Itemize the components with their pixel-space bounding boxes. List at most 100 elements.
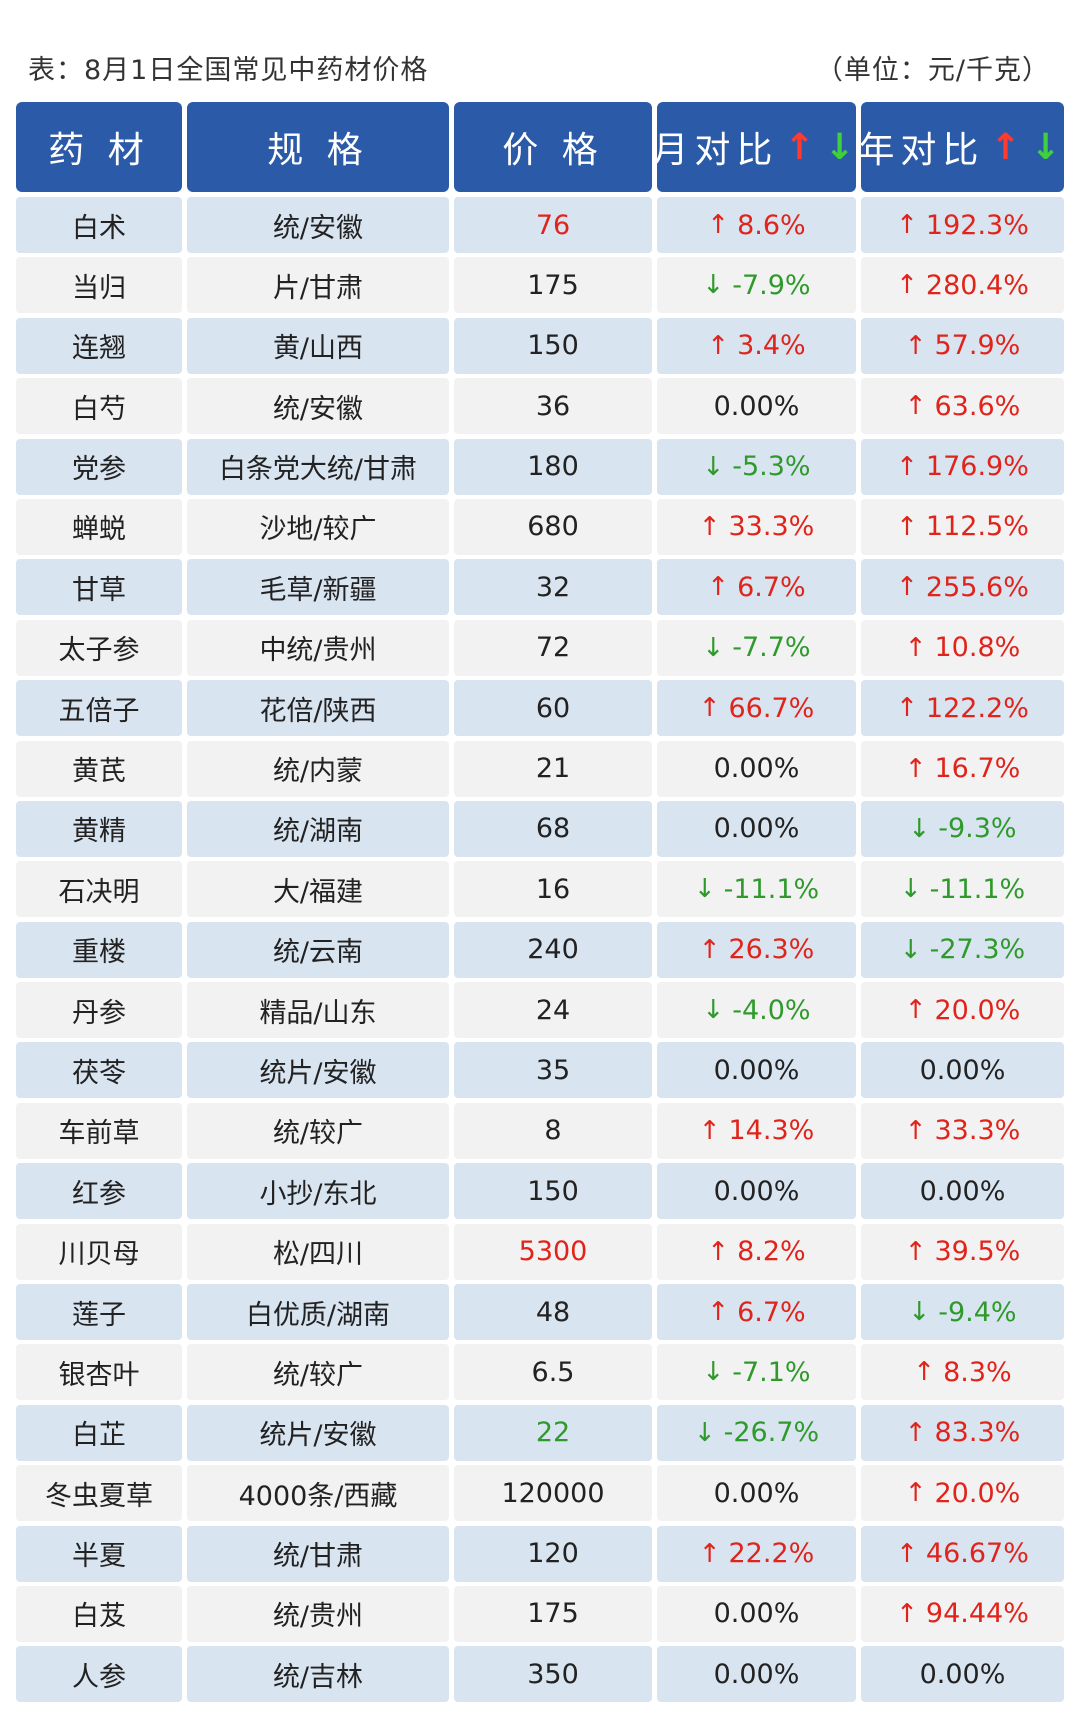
- mom-cell-value: ↑ 8.6%: [707, 210, 805, 241]
- mom-cell-value: ↓ -26.7%: [694, 1417, 819, 1448]
- percent-text: 8.6%: [737, 209, 806, 241]
- price-cell: 175: [454, 1585, 652, 1642]
- spec-cell: 小抄/东北: [187, 1163, 449, 1220]
- yoy-cell-value: ↑ 33.3%: [905, 1115, 1021, 1146]
- herb-name-cell: 半夏: [16, 1525, 182, 1582]
- table-row: 车前草 统/较广 8 ↑ 14.3% ↑ 33.3%: [16, 1102, 1064, 1159]
- yoy-cell-value: ↑ 83.3%: [905, 1417, 1021, 1448]
- yoy-cell-value: ↓ -11.1%: [900, 874, 1025, 905]
- mom-cell: 0.00%: [657, 1163, 856, 1220]
- yoy-cell: ↑ 10.8%: [861, 619, 1064, 676]
- down-arrow-icon: ↓: [702, 1357, 725, 1388]
- percent-text: 122.2%: [925, 692, 1029, 724]
- yoy-cell: ↑ 176.9%: [861, 438, 1064, 495]
- yoy-cell: ↓ -11.1%: [861, 861, 1064, 918]
- mom-cell: ↓ -7.9%: [657, 257, 856, 314]
- mom-cell-value: ↑ 8.2%: [707, 1236, 805, 1267]
- herb-name-cell: 银杏叶: [16, 1344, 182, 1401]
- table-row: 党参 白条党大统/甘肃 180 ↓ -5.3% ↑ 176.9%: [16, 438, 1064, 495]
- mom-cell: 0.00%: [657, 1465, 856, 1522]
- spec-cell: 统/内蒙: [187, 740, 449, 797]
- percent-text: 0.00%: [919, 1658, 1006, 1690]
- mom-cell: ↑ 6.7%: [657, 559, 856, 616]
- herb-name-cell: 五倍子: [16, 680, 182, 737]
- header-herb: 药 材: [16, 102, 182, 192]
- table-row: 甘草 毛草/新疆 32 ↑ 6.7% ↑ 255.6%: [16, 559, 1064, 616]
- percent-text: 8.2%: [737, 1236, 806, 1268]
- mom-cell: ↑ 14.3%: [657, 1102, 856, 1159]
- mom-cell-value: ↓ -5.3%: [702, 451, 810, 482]
- up-arrow-icon: ↑: [896, 511, 918, 542]
- yoy-cell-value: ↓ -9.3%: [908, 813, 1016, 844]
- table-row: 连翘 黄/山西 150 ↑ 3.4% ↑ 57.9%: [16, 317, 1064, 374]
- price-table: 药 材 规 格 价 格 月对比 ↑ ↓ 年对比 ↑ ↓ 白术 统/安徽 76 ↑ 8.6…: [16, 102, 1064, 1707]
- price-cell: 35: [454, 1042, 652, 1099]
- table-row: 重楼 统/云南 240 ↑ 26.3% ↓ -27.3%: [16, 921, 1064, 978]
- price-cell: 76: [454, 197, 652, 253]
- table-row: 白芨 统/贵州 175 0.00% ↑ 94.44%: [16, 1585, 1064, 1642]
- header-mom: 月对比 ↑ ↓: [652, 102, 856, 192]
- herb-name-cell: 冬虫夏草: [16, 1465, 182, 1522]
- table-row: 红参 小抄/东北 150 0.00% 0.00%: [16, 1163, 1064, 1220]
- mom-cell: ↓ -7.7%: [657, 619, 856, 676]
- mom-cell-value: 0.00%: [714, 1055, 800, 1086]
- mom-cell: ↓ -4.0%: [657, 982, 856, 1039]
- price-cell: 680: [454, 498, 652, 555]
- herb-name-cell: 白芷: [16, 1404, 182, 1461]
- spec-cell: 统/云南: [187, 921, 449, 978]
- down-arrow-icon: ↓: [899, 934, 922, 965]
- percent-text: 3.4%: [737, 330, 806, 362]
- mom-cell-value: 0.00%: [714, 1598, 800, 1629]
- up-arrow-icon: ↑: [904, 1236, 927, 1267]
- up-arrow-icon: ↑: [904, 632, 927, 663]
- herb-name-cell: 白术: [16, 197, 182, 253]
- up-arrow-icon: ↑: [904, 1115, 927, 1146]
- spec-cell: 4000条/西藏: [187, 1465, 449, 1522]
- herb-name-cell: 黄精: [16, 800, 182, 857]
- percent-text: 57.9%: [934, 330, 1021, 362]
- spec-cell: 统片/安徽: [187, 1042, 449, 1099]
- mom-cell: 0.00%: [657, 1042, 856, 1099]
- percent-text: 0.00%: [713, 1175, 800, 1207]
- yoy-cell: 0.00%: [861, 1042, 1064, 1099]
- table-row: 莲子 白优质/湖南 48 ↑ 6.7% ↓ -9.4%: [16, 1284, 1064, 1341]
- caption-row: 表：8月1日全国常见中药材价格 （单位：元/千克）: [0, 0, 1080, 100]
- up-arrow-icon: ↑: [904, 391, 927, 422]
- down-arrow-icon: ↓: [702, 451, 725, 482]
- percent-text: -7.1%: [732, 1356, 811, 1388]
- table-row: 五倍子 花倍/陕西 60 ↑ 66.7% ↑ 122.2%: [16, 680, 1064, 737]
- yoy-cell-value: ↑ 20.0%: [905, 1478, 1021, 1509]
- mom-cell-value: 0.00%: [714, 391, 800, 422]
- up-arrow-icon: ↑: [896, 451, 918, 482]
- down-arrow-icon: ↓: [1030, 126, 1067, 168]
- table-row: 银杏叶 统/较广 6.5 ↓ -7.1% ↑ 8.3%: [16, 1344, 1064, 1401]
- percent-text: 6.7%: [737, 1296, 806, 1328]
- spec-cell: 白优质/湖南: [187, 1284, 449, 1341]
- herb-name-cell: 甘草: [16, 559, 182, 616]
- herb-name-cell: 重楼: [16, 921, 182, 978]
- herb-name-cell: 太子参: [16, 619, 182, 676]
- header-mom-label: 月对比: [652, 130, 779, 171]
- percent-text: 0.00%: [713, 1658, 800, 1690]
- herb-name-cell: 川贝母: [16, 1223, 182, 1280]
- mom-cell: ↑ 66.7%: [657, 680, 856, 737]
- mom-cell: ↓ -26.7%: [657, 1404, 856, 1461]
- mom-cell-value: 0.00%: [714, 753, 800, 784]
- table-row: 冬虫夏草 4000条/西藏 120000 0.00% ↑ 20.0%: [16, 1465, 1064, 1522]
- up-arrow-icon: ↑: [896, 572, 918, 603]
- mom-cell: ↑ 6.7%: [657, 1284, 856, 1341]
- yoy-cell-value: ↑ 10.8%: [905, 632, 1021, 663]
- mom-cell: ↑ 8.2%: [657, 1223, 856, 1280]
- percent-text: 6.7%: [737, 571, 806, 603]
- percent-text: -9.3%: [938, 813, 1017, 845]
- mom-cell: 0.00%: [657, 1646, 856, 1703]
- percent-text: -11.1%: [929, 873, 1026, 905]
- yoy-cell: ↑ 255.6%: [861, 559, 1064, 616]
- mom-cell-value: ↓ -7.7%: [702, 632, 810, 663]
- table-row: 白芷 统片/安徽 22 ↓ -26.7% ↑ 83.3%: [16, 1404, 1064, 1461]
- price-cell: 16: [454, 861, 652, 918]
- yoy-cell-value: ↑ 8.3%: [913, 1357, 1011, 1388]
- yoy-cell: 0.00%: [861, 1163, 1064, 1220]
- mom-cell-value: ↓ -7.1%: [702, 1357, 810, 1388]
- mom-cell-value: 0.00%: [714, 1478, 800, 1509]
